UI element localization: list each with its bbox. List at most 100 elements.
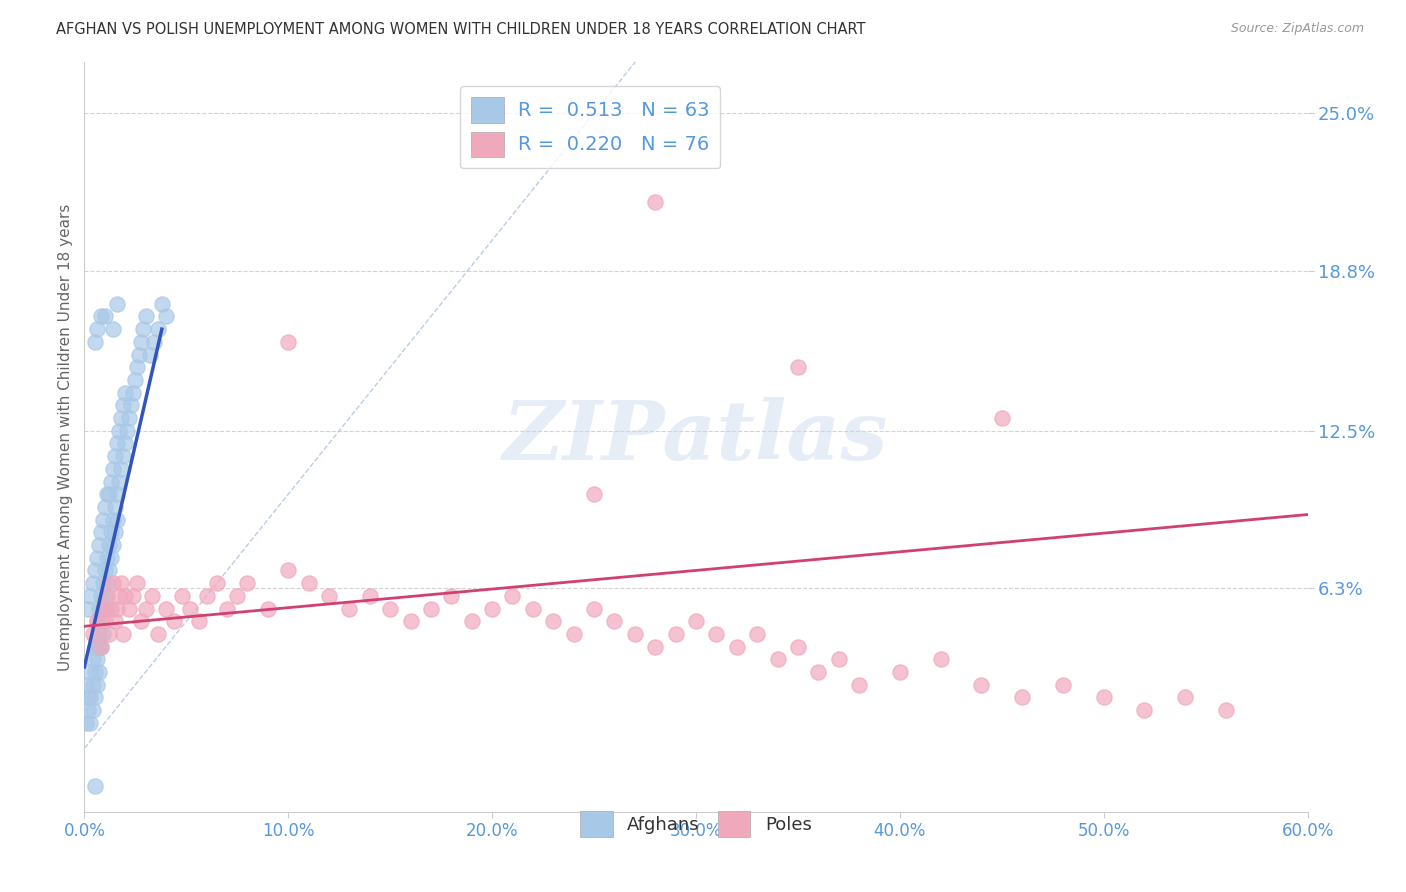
Point xyxy=(172,589,194,603)
Point xyxy=(124,373,146,387)
Point xyxy=(79,589,101,603)
Point xyxy=(90,640,112,654)
Point xyxy=(93,589,115,603)
Point xyxy=(114,385,136,400)
Point xyxy=(112,398,135,412)
Point xyxy=(1052,678,1074,692)
Point xyxy=(104,525,127,540)
Point xyxy=(685,614,707,628)
Point xyxy=(96,576,118,591)
Point xyxy=(77,690,100,705)
Point xyxy=(644,640,666,654)
Point xyxy=(1174,690,1197,705)
Point xyxy=(807,665,830,679)
Point xyxy=(83,665,105,679)
Point xyxy=(110,411,132,425)
Point xyxy=(83,780,105,794)
Point xyxy=(108,424,131,438)
Point xyxy=(359,589,381,603)
Point xyxy=(787,640,810,654)
Point xyxy=(440,589,463,603)
Point xyxy=(86,322,108,336)
Point xyxy=(257,601,280,615)
Point xyxy=(90,310,112,324)
Point xyxy=(277,563,299,577)
Point xyxy=(380,601,402,615)
Point xyxy=(96,487,118,501)
Point xyxy=(91,513,114,527)
Point xyxy=(481,601,503,615)
Point xyxy=(82,576,104,591)
Point xyxy=(104,500,127,514)
Point xyxy=(101,576,124,591)
Point xyxy=(104,614,127,628)
Point xyxy=(706,627,728,641)
Point xyxy=(118,601,141,615)
Point xyxy=(91,627,114,641)
Point xyxy=(86,652,108,666)
Point xyxy=(146,627,169,641)
Point xyxy=(79,715,101,730)
Point xyxy=(115,424,138,438)
Point xyxy=(82,678,104,692)
Point xyxy=(502,589,524,603)
Point xyxy=(150,297,173,311)
Point xyxy=(90,640,112,654)
Point xyxy=(90,589,112,603)
Point xyxy=(562,627,585,641)
Point xyxy=(420,601,443,615)
Point xyxy=(100,550,122,565)
Point xyxy=(131,334,153,349)
Point xyxy=(644,195,666,210)
Point xyxy=(112,449,135,463)
Point xyxy=(101,513,124,527)
Point xyxy=(93,310,115,324)
Point xyxy=(1215,703,1237,717)
Point xyxy=(298,576,321,591)
Point xyxy=(96,601,118,615)
Point xyxy=(82,703,104,717)
Point xyxy=(461,614,484,628)
Legend: Afghans, Poles: Afghans, Poles xyxy=(574,804,818,844)
Point xyxy=(766,652,789,666)
Point xyxy=(127,360,149,375)
Point xyxy=(217,601,239,615)
Point xyxy=(828,652,851,666)
Point xyxy=(79,665,101,679)
Point xyxy=(86,550,108,565)
Point xyxy=(929,652,952,666)
Point xyxy=(97,538,120,552)
Point xyxy=(101,462,124,476)
Point xyxy=(339,601,361,615)
Point xyxy=(122,589,145,603)
Point xyxy=(77,601,100,615)
Point xyxy=(82,627,104,641)
Point xyxy=(1011,690,1033,705)
Point xyxy=(83,334,105,349)
Point xyxy=(75,715,97,730)
Point xyxy=(583,601,606,615)
Point xyxy=(128,347,150,361)
Point xyxy=(105,601,128,615)
Point xyxy=(101,322,124,336)
Point xyxy=(155,310,177,324)
Point xyxy=(146,322,169,336)
Text: AFGHAN VS POLISH UNEMPLOYMENT AMONG WOMEN WITH CHILDREN UNDER 18 YEARS CORRELATI: AFGHAN VS POLISH UNEMPLOYMENT AMONG WOME… xyxy=(56,22,866,37)
Point xyxy=(86,640,108,654)
Point xyxy=(226,589,249,603)
Point xyxy=(105,436,128,450)
Point xyxy=(970,678,993,692)
Point xyxy=(97,563,120,577)
Point xyxy=(112,627,135,641)
Point xyxy=(82,652,104,666)
Point xyxy=(108,475,131,489)
Point xyxy=(543,614,565,628)
Point xyxy=(87,627,110,641)
Point xyxy=(1133,703,1156,717)
Point xyxy=(236,576,259,591)
Point xyxy=(142,334,165,349)
Point xyxy=(93,614,115,628)
Point xyxy=(91,601,114,615)
Point xyxy=(104,449,127,463)
Point xyxy=(138,347,160,361)
